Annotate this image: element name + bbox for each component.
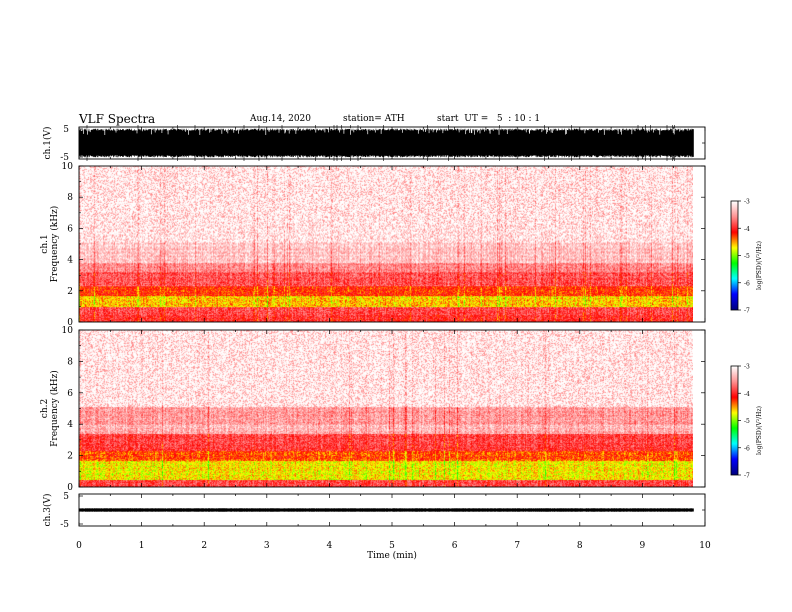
ch2-colorbar-label: log(PSD)(V²/Hz)	[756, 406, 763, 455]
ch1-colorbar	[730, 200, 739, 311]
chart-title: VLF Spectra	[79, 112, 156, 126]
x-tick-label: 6	[452, 541, 458, 551]
ch1-spec-y-tick-label: 8	[67, 193, 73, 203]
x-tick-label: 7	[514, 541, 520, 551]
ch2-colorbar-tick-label: -7	[744, 473, 750, 480]
ch2-colorbar-tick-label: -6	[744, 445, 750, 452]
x-tick-label: 10	[699, 541, 711, 551]
ch1-spec-ylabel: Frequency (kHz)	[49, 206, 60, 283]
ch1-spec-y-tick-label: 4	[67, 256, 73, 266]
ch2-spectrogram-panel	[79, 330, 693, 487]
x-tick-label: 1	[139, 541, 145, 551]
ch1-waveform-trace	[78, 125, 694, 161]
ch1-colorbar-tick-label: -6	[744, 280, 750, 287]
ch1-spec-y-tick-label: 0	[67, 318, 73, 328]
x-tick-label: 2	[201, 541, 207, 551]
ch2-spec-y-tick-label: 10	[62, 326, 74, 336]
x-tick-label: 8	[577, 541, 583, 551]
ch3-waveform-trace	[78, 508, 694, 512]
ch1-colorbar-tick-label: -5	[744, 253, 750, 260]
station-label: station= ATH	[343, 114, 405, 124]
ch2-colorbar-tick-label: -4	[744, 391, 750, 398]
ch1-spec-y-tick-label: 10	[62, 162, 74, 172]
ch1-spec-ylabel: ch.1	[40, 234, 50, 253]
ch1-colorbar-gradient	[731, 201, 738, 310]
ch1-spectrogram-panel	[79, 166, 693, 322]
ch2-spectrogram-image	[79, 330, 693, 487]
date-label: Aug.14, 2020	[250, 114, 311, 124]
x-axis-label: Time (min)	[367, 550, 417, 561]
ch3-wave-y-tick-label: 5	[63, 492, 69, 502]
ch2-spec-ylabel: ch.2	[40, 399, 50, 418]
x-tick-label: 9	[640, 541, 646, 551]
ch1-spectrogram-image	[79, 166, 693, 322]
ch2-spec-y-tick-label: 0	[67, 483, 73, 493]
start-time-label: start UT = 5 : 10 : 1	[437, 114, 541, 124]
ch2-spec-ylabel: Frequency (kHz)	[49, 370, 60, 447]
ch1-spec-y-tick-label: 2	[67, 287, 73, 297]
ch2-colorbar-tick-label: -5	[744, 418, 750, 425]
ch2-spec-y-tick-label: 4	[67, 420, 73, 430]
ch1-wave-y-tick-label: -5	[60, 153, 69, 163]
x-tick-label: 3	[264, 541, 270, 551]
x-tick-label: 5	[389, 541, 395, 551]
ch1-wave-ylabel: ch.1(V)	[42, 127, 53, 160]
ch1-spec-y-tick-label: 6	[67, 224, 73, 234]
x-tick-label: 4	[327, 541, 333, 551]
ch1-wave-y-tick-label: 5	[63, 125, 69, 135]
ch2-colorbar	[730, 365, 739, 476]
ch3-wave-ylabel: ch.3(V)	[42, 494, 53, 527]
x-tick-label: 0	[76, 541, 82, 551]
ch1-colorbar-tick-label: -7	[744, 308, 750, 315]
ch2-spec-y-tick-label: 6	[67, 389, 73, 399]
ch1-colorbar-tick-label: -3	[744, 199, 750, 206]
ch2-colorbar-gradient	[731, 366, 738, 475]
ch1-colorbar-tick-label: -4	[744, 226, 750, 233]
ch2-colorbar-tick-label: -3	[744, 364, 750, 371]
ch2-spec-y-tick-label: 8	[67, 357, 73, 367]
ch2-spec-y-tick-label: 2	[67, 452, 73, 462]
ch3-wave-y-tick-label: -5	[60, 520, 69, 530]
ch1-colorbar-label: log(PSD)(V²/Hz)	[756, 241, 763, 290]
